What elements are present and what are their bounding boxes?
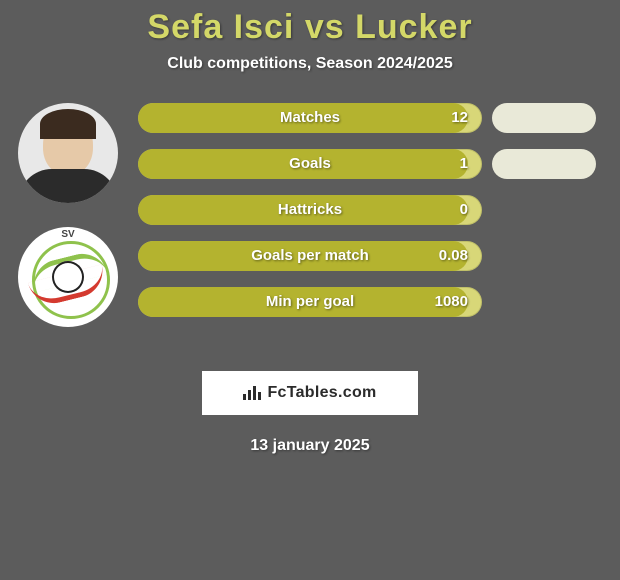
stat-bar-hattricks: Hattricks 0 bbox=[138, 195, 482, 225]
stat-bars: Matches 12 Goals 1 Hattricks 0 Goals per… bbox=[138, 103, 482, 333]
stat-bar-gpm: Goals per match 0.08 bbox=[138, 241, 482, 271]
club-crest-label: SV bbox=[18, 229, 118, 240]
stat-bar-mpg: Min per goal 1080 bbox=[138, 287, 482, 317]
stat-bar-value: 12 bbox=[451, 103, 468, 133]
stat-bar-value: 1080 bbox=[435, 287, 468, 317]
infographic-root: Sefa Isci vs Lucker Club competitions, S… bbox=[0, 0, 620, 580]
page-subtitle: Club competitions, Season 2024/2025 bbox=[0, 55, 620, 73]
stat-bar-matches: Matches 12 bbox=[138, 103, 482, 133]
right-pill bbox=[492, 149, 596, 179]
avatar-column: SV bbox=[8, 103, 128, 351]
bars-icon bbox=[243, 386, 261, 400]
stat-bar-goals: Goals 1 bbox=[138, 149, 482, 179]
main-area: SV Matches 12 Goals 1 Hattricks bbox=[0, 103, 620, 343]
stat-bar-label: Hattricks bbox=[138, 195, 482, 225]
branding-badge: FcTables.com bbox=[202, 371, 418, 415]
page-title: Sefa Isci vs Lucker bbox=[0, 0, 620, 47]
stat-bar-label: Goals per match bbox=[138, 241, 482, 271]
date-label: 13 january 2025 bbox=[0, 437, 620, 455]
club-crest: SV bbox=[18, 227, 118, 327]
stat-bar-label: Min per goal bbox=[138, 287, 482, 317]
player-avatar bbox=[18, 103, 118, 203]
stat-bar-label: Goals bbox=[138, 149, 482, 179]
stat-bar-value: 1 bbox=[460, 149, 468, 179]
right-pill bbox=[492, 103, 596, 133]
stat-bar-value: 0.08 bbox=[439, 241, 468, 271]
stat-bar-value: 0 bbox=[460, 195, 468, 225]
stat-bar-label: Matches bbox=[138, 103, 482, 133]
branding-text: FcTables.com bbox=[267, 384, 376, 402]
right-pills bbox=[492, 103, 612, 195]
